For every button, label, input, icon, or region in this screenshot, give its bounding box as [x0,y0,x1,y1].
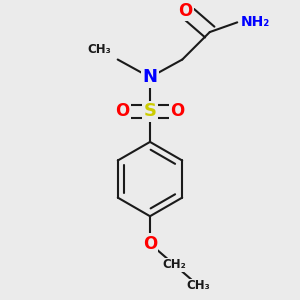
Text: O: O [116,102,130,120]
Text: CH₃: CH₃ [88,43,111,56]
Text: CH₂: CH₂ [162,258,186,271]
Text: NH₂: NH₂ [241,15,270,29]
Text: N: N [142,68,158,86]
Text: CH₃: CH₃ [187,279,210,292]
Text: O: O [170,102,184,120]
Text: O: O [178,2,193,20]
Text: O: O [143,235,157,253]
Text: S: S [143,102,157,120]
